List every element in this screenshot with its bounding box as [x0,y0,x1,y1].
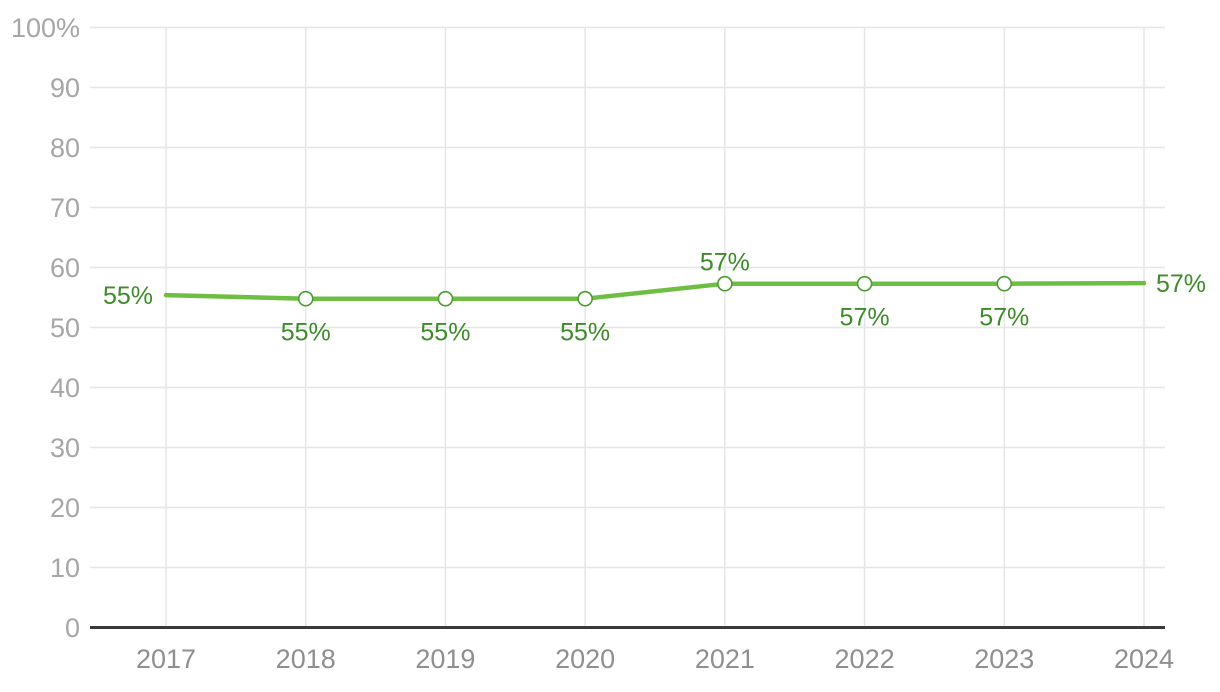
data-line-series [163,280,1147,301]
data-point-label: 55% [560,319,610,347]
data-point-label: 57% [979,304,1029,332]
y-axis-tick-label: 90 [50,73,80,103]
x-axis-tick-label: 2018 [276,644,336,674]
data-point-label: 55% [103,282,153,310]
y-axis-tick-label: 0 [65,613,80,643]
data-point-marker[interactable] [996,275,1013,292]
y-axis-tick-label: 30 [50,433,80,463]
y-axis-tick-label: 70 [50,193,80,223]
y-axis-tick-label: 100% [11,13,80,43]
y-axis-tick-label: 80 [50,133,80,163]
x-axis-tick-label: 2019 [415,644,475,674]
y-axis-tick-label: 60 [50,253,80,283]
x-axis-tick-label: 2023 [974,644,1034,674]
data-point-marker[interactable] [437,290,454,307]
y-axis-tick-label: 20 [50,493,80,523]
x-axis-tick-label: 2021 [695,644,755,674]
data-point-label: 55% [420,319,470,347]
y-axis-tick-label: 10 [50,553,80,583]
x-axis-tick-label: 2020 [555,644,615,674]
y-axis-tick-label: 40 [50,373,80,403]
x-axis-tick-label: 2022 [835,644,895,674]
data-point-marker[interactable] [297,290,314,307]
data-point-label: 55% [281,319,331,347]
x-axis-tick-label: 2024 [1114,644,1174,674]
data-point-label: 57% [1156,270,1206,298]
data-point-marker[interactable] [717,275,733,292]
y-axis-tick-label: 50 [50,313,80,343]
x-axis-tick-label: 2017 [136,644,196,674]
data-point-label: 57% [700,249,750,277]
data-point-marker[interactable] [856,275,873,292]
data-point-marker[interactable] [577,290,593,307]
data-point-label: 57% [840,304,890,332]
